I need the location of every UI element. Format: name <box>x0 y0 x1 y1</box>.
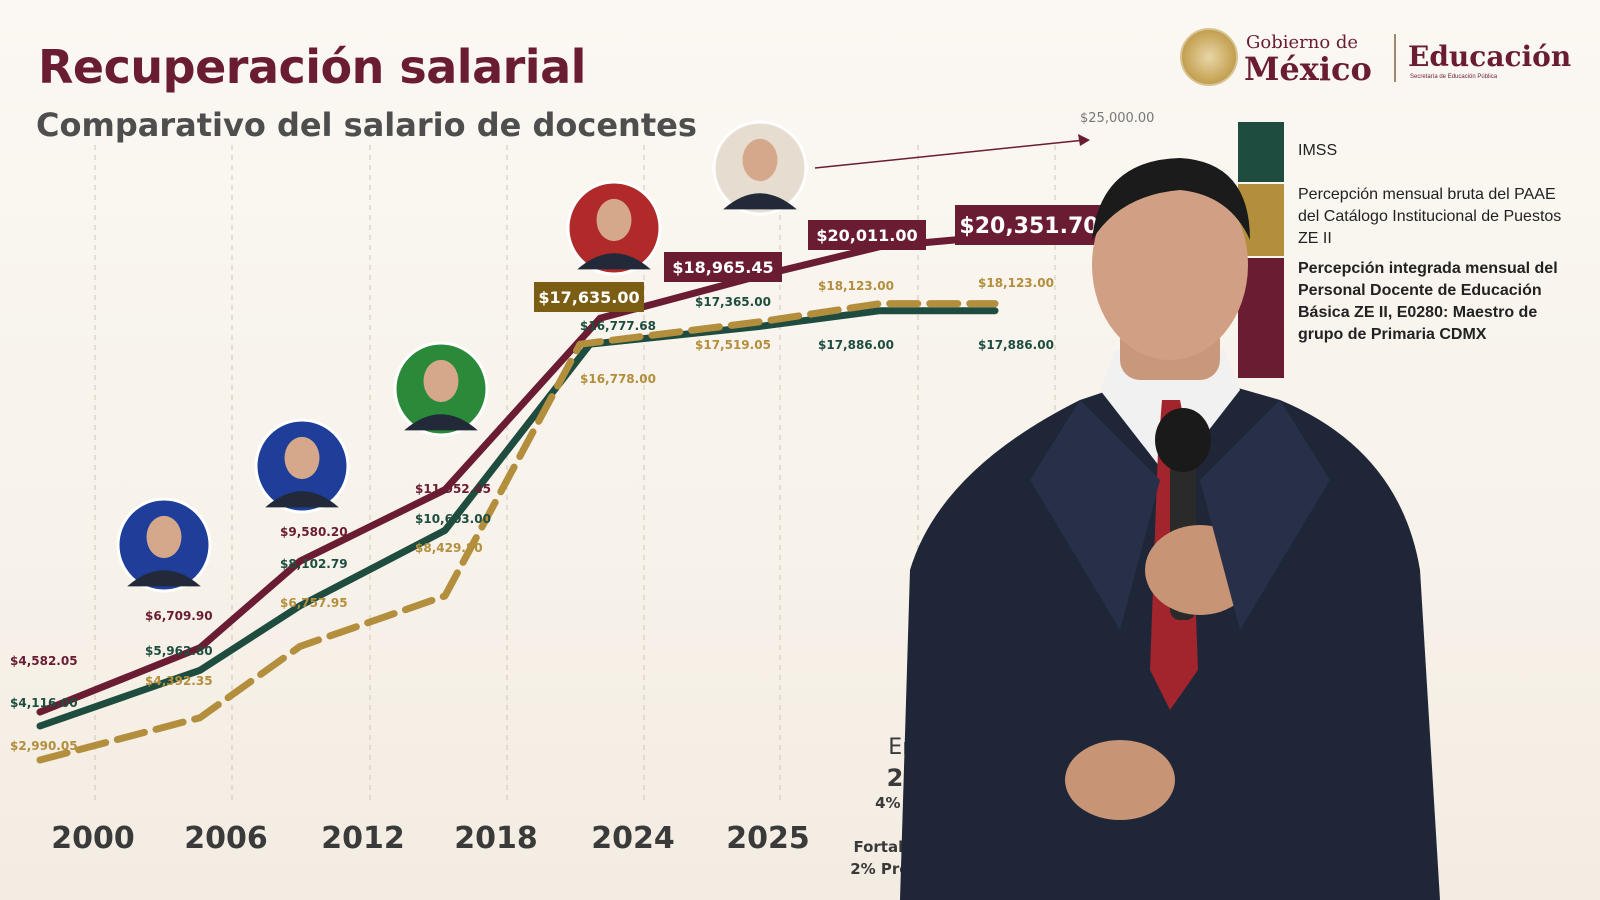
x-tick-label: 2000 <box>51 821 135 856</box>
logo-secretaria-sub: Secretaría de Educación Pública <box>1410 74 1498 80</box>
series-line-0 <box>36 232 999 716</box>
data-label: $8,102.79 <box>280 557 348 571</box>
gobierno-mexico-logo: Gobierno de México Educación Secretaría … <box>1180 22 1572 94</box>
chart-series <box>36 232 999 764</box>
data-label: $11,952.45 <box>415 482 491 496</box>
logo-divider <box>1394 34 1396 82</box>
series-line-1 <box>36 307 999 730</box>
data-label: $17,635.00 <box>538 288 639 307</box>
y-reference-label: $25,000.00 <box>1080 111 1154 126</box>
legend-label-imss: IMSS <box>1298 142 1338 159</box>
logo-line1: Gobierno de <box>1246 32 1359 53</box>
data-label: $6,757.95 <box>280 596 348 610</box>
logo-line2: México <box>1244 50 1372 88</box>
data-label: $17,886.00 <box>818 338 894 352</box>
logo-secretaria: Educación <box>1408 40 1572 73</box>
data-label: $17,365.00 <box>695 295 771 309</box>
data-label: $4,116.00 <box>10 696 78 710</box>
data-label: $8,429.80 <box>415 541 483 555</box>
data-label: $20,011.00 <box>816 226 917 245</box>
data-label: $9,580.20 <box>280 525 348 539</box>
label-box <box>955 205 1103 245</box>
president-portrait <box>116 497 212 593</box>
label-box <box>664 252 782 282</box>
label-box <box>808 220 926 250</box>
legend-label-docente: Percepción integrada mensual del Persona… <box>1298 260 1558 343</box>
x-tick-label: 2012 <box>321 821 405 856</box>
legend-label-paae: Percepción mensual bruta del PAAE del Ca… <box>1298 186 1562 247</box>
data-label: $16,778.00 <box>580 372 656 386</box>
national-seal-icon <box>1180 28 1238 86</box>
chart-x-ticks: 2000 2006 2012 2018 2024 2025 <box>51 821 810 856</box>
chart-data-labels: $4,582.05 $6,709.90 $9,580.20 $11,952.45 $17… <box>10 205 1103 753</box>
president-portrait <box>393 341 489 437</box>
data-label: $2,990.05 <box>10 739 78 753</box>
x-tick-label: 2025 <box>726 821 810 856</box>
data-label: $18,123.00 <box>978 276 1054 290</box>
reference-arrow: $25,000.00 <box>814 111 1154 169</box>
president-portrait <box>566 180 662 276</box>
president-portraits <box>116 120 808 593</box>
series-line-2 <box>36 300 999 764</box>
president-portrait <box>254 418 350 514</box>
x-tick-label: 2024 <box>591 821 675 856</box>
data-label: $10,603.00 <box>415 512 491 526</box>
president-portrait <box>712 120 808 216</box>
data-label: $18,123.00 <box>818 279 894 293</box>
x-tick-label: 2006 <box>184 821 268 856</box>
page-title: Recuperación salarial <box>38 40 586 94</box>
legend-swatch-imss <box>1238 122 1284 182</box>
data-label: $4,392.35 <box>145 674 213 688</box>
data-label: $16,777.68 <box>580 319 656 333</box>
data-label: $18,965.45 <box>672 258 773 277</box>
label-box <box>534 282 644 312</box>
data-label: $4,582.05 <box>10 654 78 668</box>
chart-grid: $25,000.00 <box>94 111 1154 800</box>
data-label: $17,519.05 <box>695 338 771 352</box>
data-label: $20,351.70 <box>959 214 1098 239</box>
data-label: $6,709.90 <box>145 609 213 623</box>
speaker-figure <box>900 158 1440 900</box>
x-tick-label: 2018 <box>454 821 538 856</box>
page-subtitle: Comparativo del salario de docentes <box>36 106 697 144</box>
data-label: $5,962.80 <box>145 644 213 658</box>
data-label: $17,886.00 <box>978 338 1054 352</box>
